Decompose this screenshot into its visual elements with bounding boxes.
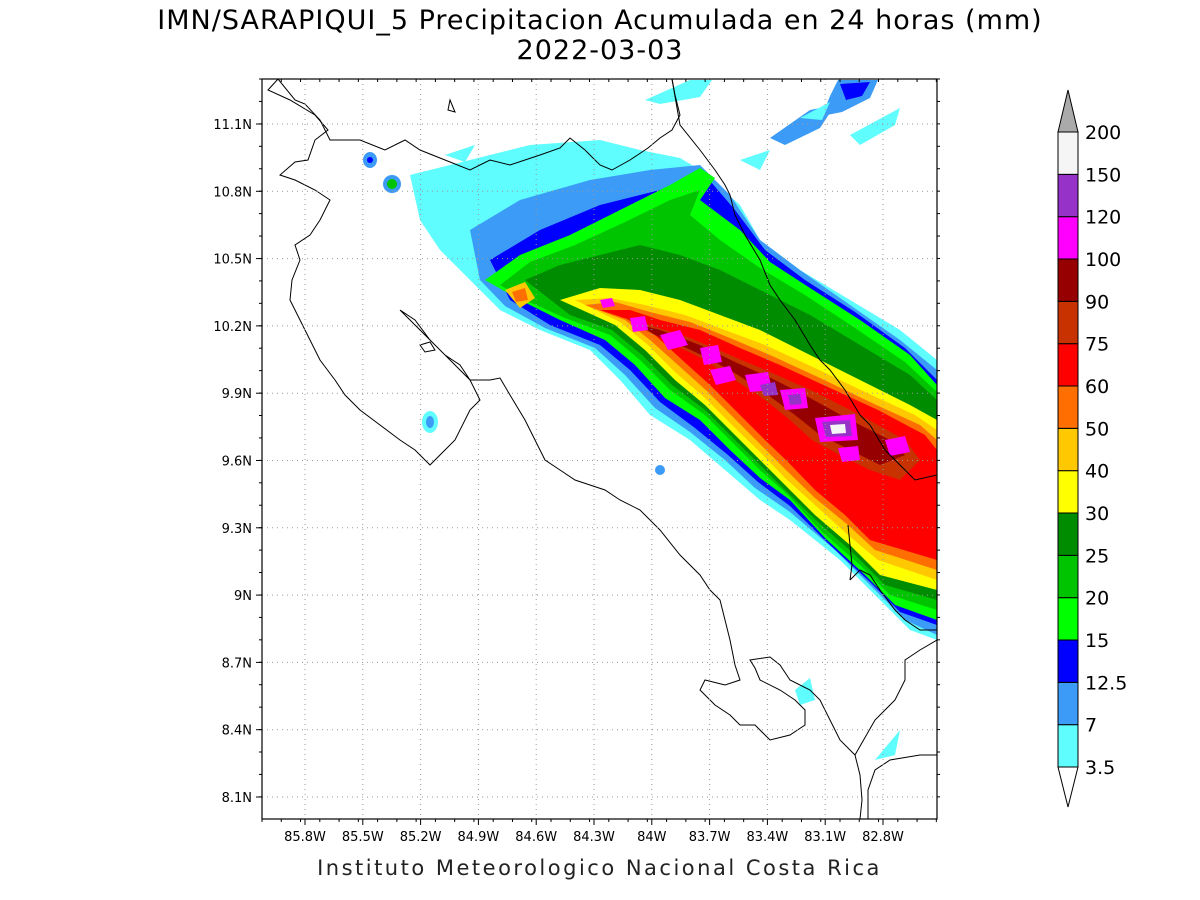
colorbar-label: 75 bbox=[1085, 334, 1109, 356]
colorbar-min-arrow bbox=[1057, 766, 1079, 808]
colorbar-swatch bbox=[1057, 681, 1079, 726]
lon-label: 84.6W bbox=[515, 830, 557, 845]
colorbar-label: 12.5 bbox=[1085, 672, 1127, 694]
footer-credit: Instituto Meteorologico Nacional Costa R… bbox=[317, 856, 882, 880]
lat-label: 10.2N bbox=[213, 320, 252, 335]
lat-label: 9.3N bbox=[222, 522, 252, 537]
colorbar-label: 120 bbox=[1085, 207, 1121, 229]
lon-label: 84.9W bbox=[457, 830, 499, 845]
colorbar-swatch bbox=[1057, 512, 1079, 556]
map-frame bbox=[261, 78, 938, 820]
colorbar-max-arrow bbox=[1057, 89, 1079, 133]
colorbar-label: 3.5 bbox=[1085, 757, 1115, 779]
colorbar: 3.5 7 12.5 15 20 25 30 40 50 60 75 90 100 120 150 200 bbox=[1057, 89, 1127, 808]
colorbar-swatch bbox=[1057, 216, 1079, 260]
map-title: IMN/SARAPIQUI_5 Precipitacion Acumulada … bbox=[157, 5, 1043, 36]
lat-label: 11.1N bbox=[213, 118, 252, 133]
colorbar-swatch bbox=[1057, 554, 1079, 599]
lon-label: 83.7W bbox=[689, 830, 731, 845]
colorbar-label: 50 bbox=[1085, 418, 1109, 440]
lon-label: 84W bbox=[637, 830, 667, 845]
lat-label: 10.5N bbox=[213, 253, 252, 268]
lat-label: 8.1N bbox=[222, 791, 252, 806]
lat-label: 9N bbox=[234, 589, 252, 604]
colorbar-label: 15 bbox=[1085, 630, 1109, 652]
lat-label: 10.8N bbox=[213, 185, 252, 200]
colorbar-label: 200 bbox=[1085, 122, 1121, 144]
colorbar-label: 20 bbox=[1085, 588, 1109, 610]
colorbar-label: 150 bbox=[1085, 164, 1121, 186]
colorbar-swatch bbox=[1057, 300, 1079, 345]
colorbar-label: 90 bbox=[1085, 291, 1109, 313]
map-date: 2022-03-03 bbox=[516, 35, 684, 66]
colorbar-swatch bbox=[1057, 427, 1079, 472]
lon-label: 85.8W bbox=[284, 830, 326, 845]
lat-label: 8.4N bbox=[222, 724, 252, 739]
grid-lines bbox=[262, 79, 937, 819]
colorbar-swatch bbox=[1057, 173, 1079, 218]
colorbar-swatch bbox=[1057, 639, 1079, 683]
colorbar-swatch bbox=[1057, 131, 1079, 175]
colorbar-label: 40 bbox=[1085, 461, 1109, 483]
lat-label: 9.9N bbox=[222, 387, 252, 402]
colorbar-label: 60 bbox=[1085, 376, 1109, 398]
lat-label: 9.6N bbox=[222, 455, 252, 470]
colorbar-swatch bbox=[1057, 724, 1079, 768]
colorbar-swatch bbox=[1057, 597, 1079, 641]
lon-label: 85.2W bbox=[400, 830, 442, 845]
lon-label: 82.8W bbox=[862, 830, 904, 845]
lat-label: 8.7N bbox=[222, 656, 252, 671]
lon-label: 83.4W bbox=[746, 830, 788, 845]
axis-labels: 11.1N 10.8N 10.5N 10.2N 9.9N 9.6N 9.3N 9N 8.7N 8.… bbox=[213, 78, 940, 845]
colorbar-swatch bbox=[1057, 343, 1079, 387]
colorbar-swatch bbox=[1057, 385, 1079, 429]
colorbar-swatch bbox=[1057, 258, 1079, 302]
colorbar-label: 7 bbox=[1085, 715, 1097, 737]
colorbar-label: 30 bbox=[1085, 503, 1109, 525]
coastline bbox=[267, 79, 937, 819]
colorbar-label: 100 bbox=[1085, 249, 1121, 271]
colorbar-swatch bbox=[1057, 470, 1079, 514]
lon-label: 83.1W bbox=[804, 830, 846, 845]
lon-label: 85.5W bbox=[342, 830, 384, 845]
colorbar-label: 25 bbox=[1085, 545, 1109, 567]
lon-label: 84.3W bbox=[573, 830, 615, 845]
precipitation-field bbox=[363, 80, 937, 760]
